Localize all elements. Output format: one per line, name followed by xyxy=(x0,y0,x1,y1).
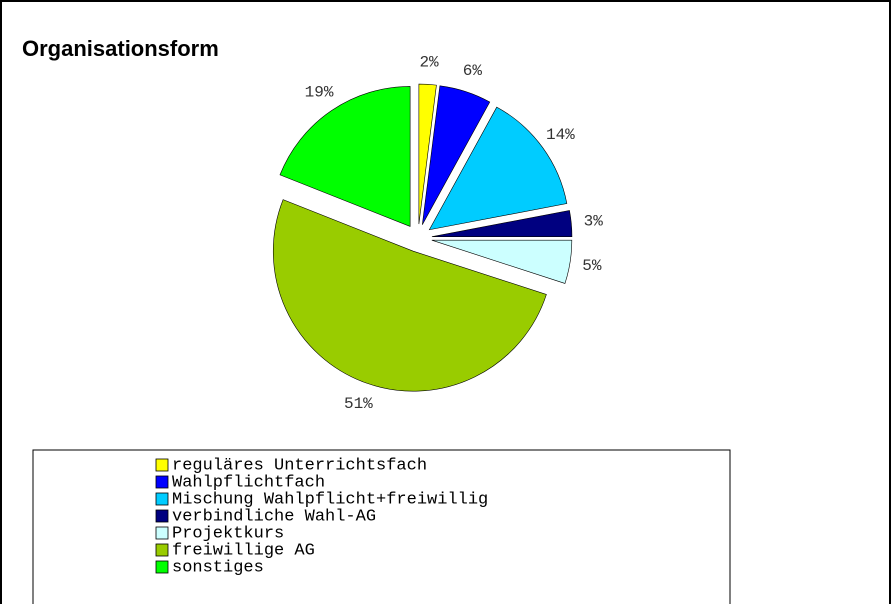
legend-swatch xyxy=(155,543,169,557)
legend-swatch xyxy=(155,560,169,574)
legend-label: Projektkurs xyxy=(172,524,284,543)
data-label: 6% xyxy=(463,62,483,80)
pie-slice xyxy=(428,106,568,231)
pie-slice xyxy=(422,85,491,225)
data-label: 51% xyxy=(344,395,373,413)
legend-box xyxy=(32,449,731,604)
legend-swatch xyxy=(155,509,169,523)
legend-swatch xyxy=(155,475,169,489)
legend-label: Mischung Wahlpflicht+freiwillig xyxy=(172,490,488,509)
legend-swatch xyxy=(155,492,169,506)
chart-title: Organisationsform xyxy=(22,36,219,61)
legend-label: Wahlpflichtfach xyxy=(172,473,325,492)
legend-swatch xyxy=(155,526,169,540)
data-label: 2% xyxy=(419,54,439,72)
data-label: 14% xyxy=(546,126,575,144)
pie-slice xyxy=(279,86,411,227)
legend-label: verbindliche Wahl-AG xyxy=(172,507,376,526)
data-label: 19% xyxy=(305,84,334,102)
legend-swatch xyxy=(155,458,169,472)
data-label: 3% xyxy=(584,213,604,231)
legend-label: sonstiges xyxy=(172,558,264,577)
data-label: 5% xyxy=(582,257,602,275)
pie-slice xyxy=(431,239,573,284)
legend-label: freiwillige AG xyxy=(172,541,315,560)
pie-slice xyxy=(273,199,547,392)
pie-slice xyxy=(431,210,573,237)
pie-slice xyxy=(418,83,437,225)
legend-label: reguläres Unterrichtsfach xyxy=(172,456,427,475)
